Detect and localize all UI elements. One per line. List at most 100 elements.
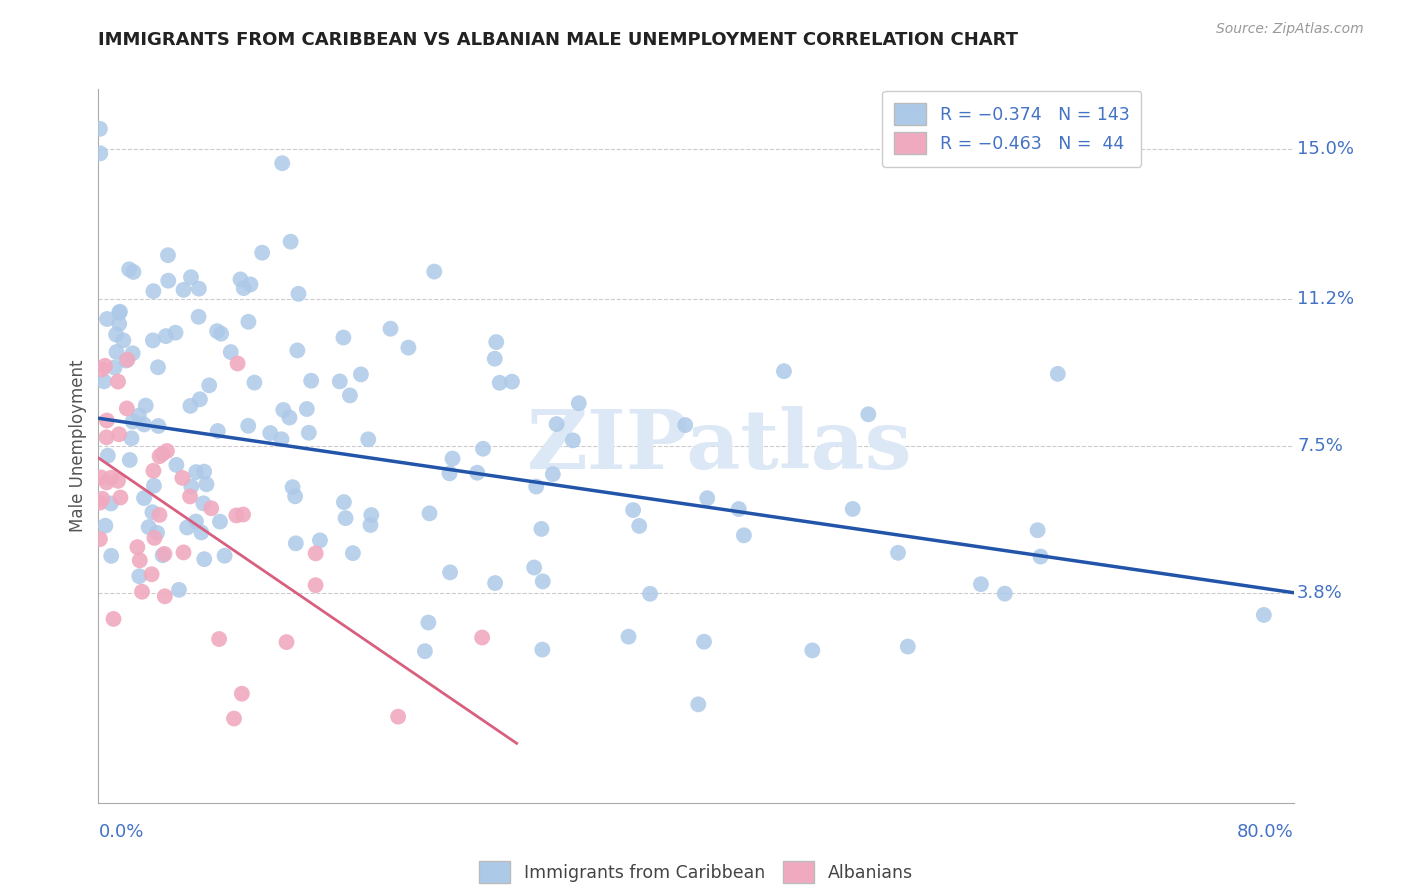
Point (208, 515, 231, 529)
Point (484, 351, 506, 366)
Point (103, 360, 125, 375)
Point (208, 632, 231, 646)
Point (339, 388, 361, 402)
Point (280, 235, 302, 249)
Point (143, 531, 166, 545)
Point (148, 508, 170, 522)
Point (165, 326, 187, 340)
Point (1253, 607, 1275, 622)
Point (96, 475, 118, 490)
Point (335, 511, 357, 525)
Point (342, 546, 364, 560)
Point (90, 362, 112, 376)
Point (238, 315, 260, 329)
Point (360, 508, 382, 522)
Point (628, 519, 651, 533)
Point (112, 334, 135, 348)
Point (108, 427, 131, 442)
Text: 80.0%: 80.0% (1237, 822, 1294, 840)
Point (193, 465, 215, 479)
Point (488, 376, 510, 390)
Point (523, 560, 546, 574)
Point (184, 465, 207, 479)
Point (531, 574, 554, 589)
Point (115, 353, 138, 368)
Point (205, 324, 228, 338)
Point (152, 447, 174, 461)
Point (673, 418, 696, 433)
Point (148, 449, 170, 463)
Text: 15.0%: 15.0% (1298, 140, 1354, 158)
Point (141, 567, 163, 582)
Text: 3.8%: 3.8% (1298, 583, 1343, 602)
Point (304, 578, 326, 592)
Point (209, 326, 232, 341)
Point (568, 396, 591, 410)
Point (439, 566, 461, 580)
Point (179, 399, 201, 413)
Point (226, 357, 249, 371)
Point (142, 334, 165, 348)
Point (501, 375, 523, 389)
Point (187, 282, 209, 296)
Point (172, 545, 194, 559)
Point (110, 491, 132, 505)
Point (122, 265, 145, 279)
Point (107, 375, 129, 389)
Point (146, 360, 169, 375)
Point (530, 522, 553, 536)
Point (1029, 549, 1052, 564)
Point (276, 635, 298, 649)
Point (108, 306, 131, 320)
Point (232, 281, 254, 295)
Point (387, 709, 409, 723)
Point (270, 432, 292, 446)
Point (1026, 523, 1049, 537)
Point (100, 496, 122, 510)
Point (561, 434, 583, 448)
Point (617, 630, 640, 644)
Point (688, 698, 710, 712)
Point (132, 491, 155, 505)
Point (396, 341, 419, 355)
Point (441, 451, 464, 466)
Point (173, 283, 195, 297)
Point (638, 587, 661, 601)
Point (232, 508, 254, 522)
Point (696, 491, 718, 506)
Point (157, 274, 180, 288)
Point (135, 399, 157, 413)
Point (187, 310, 209, 324)
Point (207, 424, 229, 438)
Point (298, 425, 321, 440)
Point (284, 489, 307, 503)
Point (472, 442, 495, 456)
Point (90, 470, 112, 484)
Point (546, 417, 568, 431)
Point (156, 248, 179, 262)
Point (100, 471, 122, 485)
Text: 0.0%: 0.0% (98, 822, 143, 840)
Point (97, 449, 120, 463)
Point (89, 146, 111, 161)
Point (184, 515, 207, 529)
Point (100, 549, 122, 563)
Point (118, 262, 141, 277)
Text: IMMIGRANTS FROM CARIBBEAN VS ALBANIAN MALE UNEMPLOYMENT CORRELATION CHART: IMMIGRANTS FROM CARIBBEAN VS ALBANIAN MA… (98, 31, 1018, 49)
Point (108, 304, 131, 318)
Point (333, 495, 356, 509)
Point (121, 346, 143, 360)
Point (271, 156, 294, 170)
Point (531, 642, 554, 657)
Point (94, 518, 117, 533)
Point (165, 458, 187, 472)
Point (281, 480, 304, 494)
Point (96, 430, 118, 444)
Point (155, 329, 177, 343)
Point (105, 327, 128, 342)
Point (418, 615, 440, 630)
Point (305, 546, 328, 560)
Point (439, 467, 461, 481)
Point (621, 503, 644, 517)
Point (541, 467, 564, 482)
